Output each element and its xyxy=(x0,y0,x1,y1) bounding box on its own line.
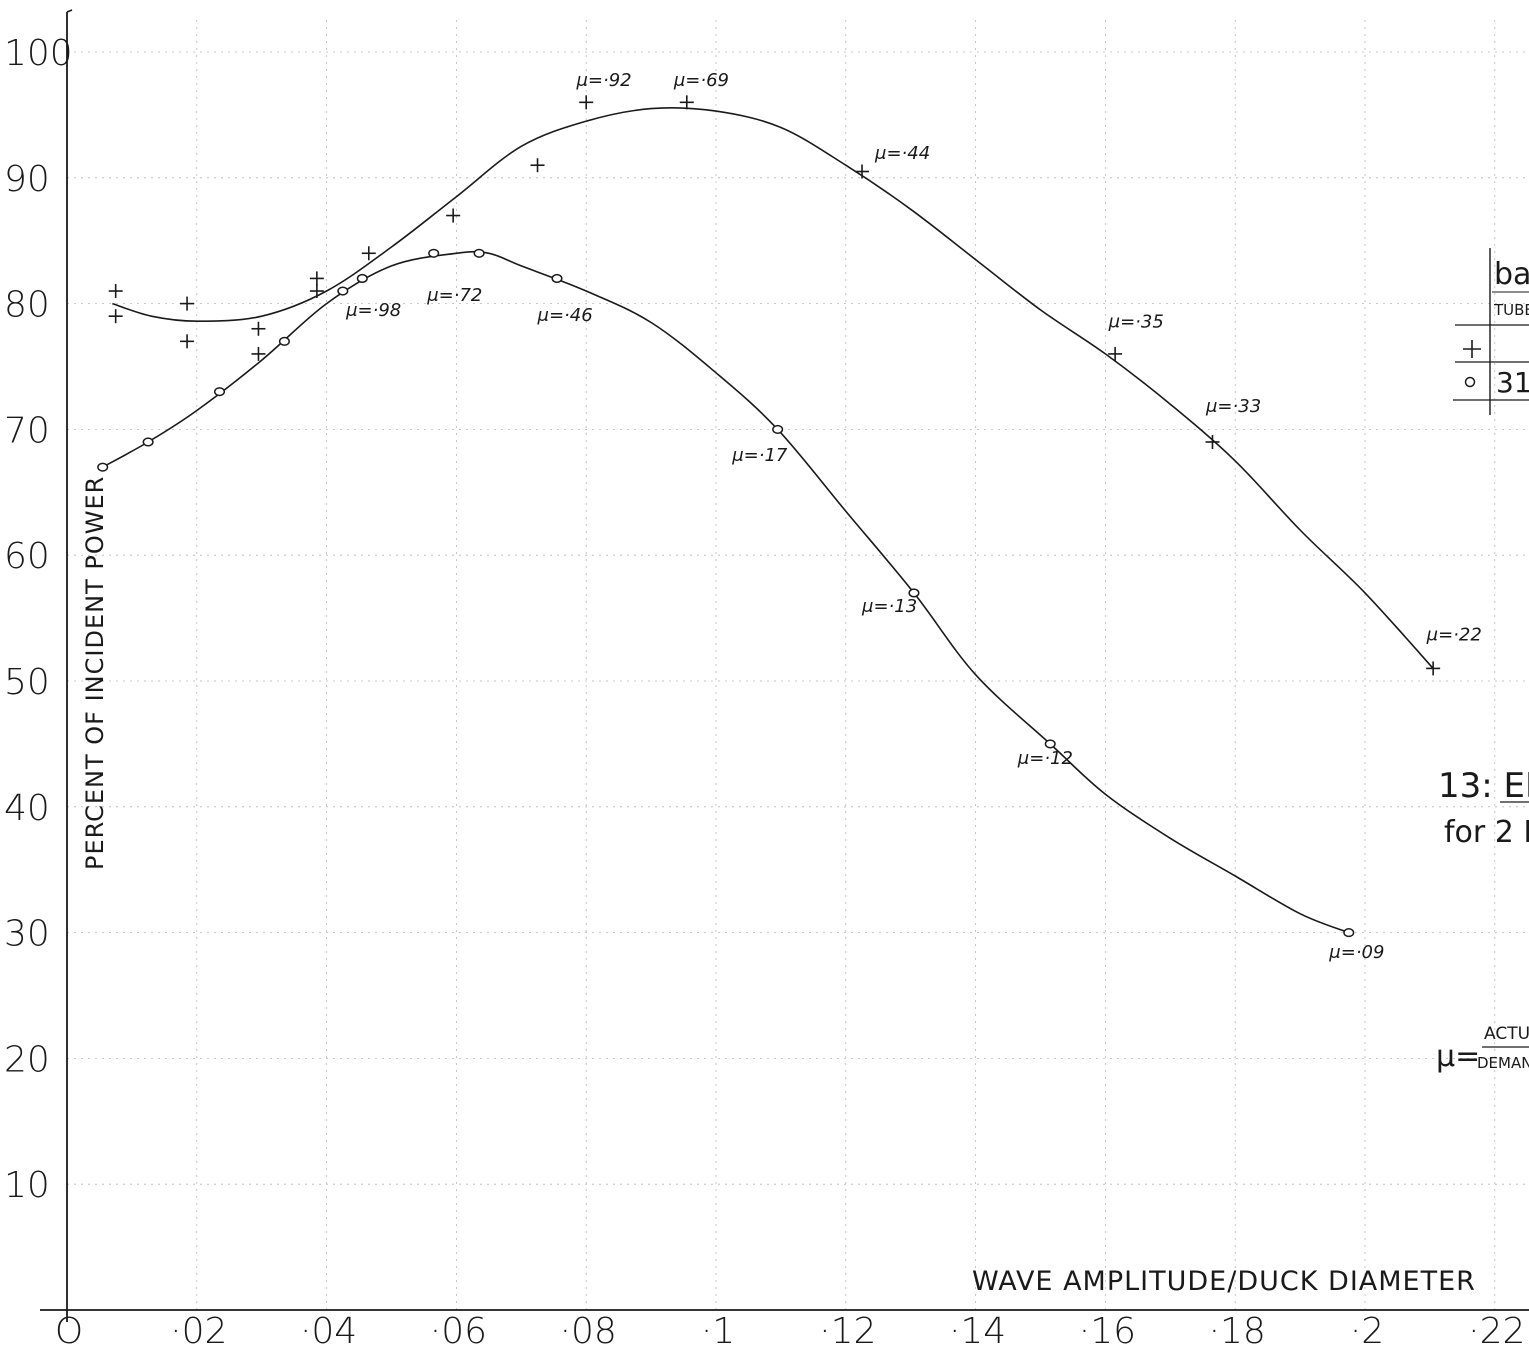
mu-annotation: μ=·22 xyxy=(1426,625,1482,646)
x-tick-labels: O ·02 ·04 ·06 ·08 ·1 ·12 ·14 ·16 ·18 ·2 ·22 xyxy=(55,1311,1526,1352)
x-tick-label: ·08 xyxy=(560,1311,617,1352)
mu-annotation: μ=·13 xyxy=(861,596,917,617)
x-tick-label: ·12 xyxy=(819,1311,876,1352)
x-tick-label: ·2 xyxy=(1350,1311,1384,1352)
legend-entry-label: 312 xyxy=(1496,366,1529,399)
chart-subtitle: for 2 DU xyxy=(1444,815,1529,850)
legend-header: bal xyxy=(1494,257,1529,292)
series-curves xyxy=(102,107,1434,934)
circle-point xyxy=(1044,739,1056,749)
x-axis-label: WAVE AMPLITUDE/DUCK DIAMETER xyxy=(972,1266,1476,1297)
mu-annotation: μ=·17 xyxy=(731,445,788,466)
y-tick-label: 50 xyxy=(4,662,50,703)
plus-point xyxy=(309,284,324,299)
y-tick-label: 70 xyxy=(4,410,50,451)
series-2-line xyxy=(102,250,1350,934)
mu-annotation: μ=·35 xyxy=(1108,312,1164,333)
mu-footnote: μ= ACTUAL DEMANDED xyxy=(1436,1024,1529,1074)
plus-point xyxy=(180,296,195,311)
plus-point xyxy=(108,284,123,299)
x-tick-label: O xyxy=(55,1311,83,1352)
plus-point xyxy=(251,321,266,336)
y-tick-label: 10 xyxy=(4,1165,50,1206)
x-tick-label: ·14 xyxy=(949,1311,1006,1352)
x-tick-label: ·16 xyxy=(1079,1311,1136,1352)
mu-annotation: μ=·69 xyxy=(673,70,729,91)
plus-point xyxy=(309,271,324,286)
circle-point xyxy=(772,424,784,434)
x-tick-label: ·06 xyxy=(430,1311,487,1352)
y-tick-labels: 10 20 30 40 50 60 70 80 90 100 xyxy=(4,33,73,1206)
chart-title: 13: EFFIC xyxy=(1438,766,1529,806)
plus-point xyxy=(108,309,123,324)
legend-table: bal TUBE 312 xyxy=(1453,248,1529,415)
footnote-lhs: μ= xyxy=(1436,1039,1480,1074)
circle-point xyxy=(356,273,368,283)
mu-annotation: μ=·12 xyxy=(1017,748,1073,769)
mu-annotations: μ=·92 μ=·69 μ=·44 μ=·72 μ=·98 μ=·46 μ=·35 μ=·33… xyxy=(345,70,1482,963)
mu-annotation: μ=·98 xyxy=(345,300,401,321)
y-tick-label: 30 xyxy=(4,914,50,955)
circle-point xyxy=(278,336,290,346)
circle-point xyxy=(337,286,349,296)
x-tick-label: ·1 xyxy=(701,1311,735,1352)
grid xyxy=(67,20,1529,1310)
y-axis-top-hook xyxy=(66,9,73,13)
x-tick-label: ·02 xyxy=(170,1311,227,1352)
y-tick-label: 20 xyxy=(4,1039,50,1080)
axes xyxy=(40,9,1529,1322)
mu-annotation: μ=·72 xyxy=(426,285,482,306)
mu-annotation: μ=·92 xyxy=(575,70,631,91)
circle-point xyxy=(97,462,109,472)
mu-annotation: μ=·33 xyxy=(1205,396,1261,417)
y-axis-label: PERCENT OF INCIDENT POWER xyxy=(81,476,109,870)
x-tick-label: ·22 xyxy=(1468,1311,1525,1352)
circle-point xyxy=(428,248,440,258)
plus-point xyxy=(361,246,376,261)
mu-annotation: μ=·09 xyxy=(1328,942,1384,963)
footnote-numerator: ACTUAL xyxy=(1484,1024,1529,1044)
y-tick-label: 40 xyxy=(4,788,50,829)
plus-point xyxy=(180,334,195,349)
plus-point xyxy=(679,95,694,110)
circle-point xyxy=(551,273,563,283)
y-tick-label: 80 xyxy=(4,285,50,326)
series-1-line xyxy=(112,107,1434,669)
mu-annotation: μ=·44 xyxy=(874,143,930,164)
plus-point xyxy=(1108,346,1123,361)
legend-subheader: TUBE xyxy=(1493,301,1529,319)
plus-point xyxy=(1205,434,1220,449)
plus-point xyxy=(855,164,870,179)
plus-point xyxy=(579,95,594,110)
circle-point xyxy=(213,387,226,397)
circle-point xyxy=(142,437,154,447)
circle-point xyxy=(473,248,485,258)
plus-point xyxy=(530,158,545,173)
x-tick-label: ·04 xyxy=(300,1311,357,1352)
plus-point xyxy=(1426,661,1441,676)
plus-point xyxy=(251,346,266,361)
legend-circle-marker xyxy=(1464,376,1476,388)
y-tick-label: 90 xyxy=(4,159,50,200)
legend-plus-marker xyxy=(1463,340,1481,358)
y-tick-label: 100 xyxy=(4,33,73,74)
footnote-denominator: DEMANDED xyxy=(1477,1054,1529,1072)
circle-point xyxy=(1343,928,1355,938)
y-tick-label: 60 xyxy=(4,536,50,577)
series-points xyxy=(97,95,1441,938)
mu-annotation: μ=·46 xyxy=(537,305,593,326)
circle-point xyxy=(908,588,920,598)
x-tick-label: ·18 xyxy=(1209,1311,1266,1352)
plus-point xyxy=(446,208,461,223)
